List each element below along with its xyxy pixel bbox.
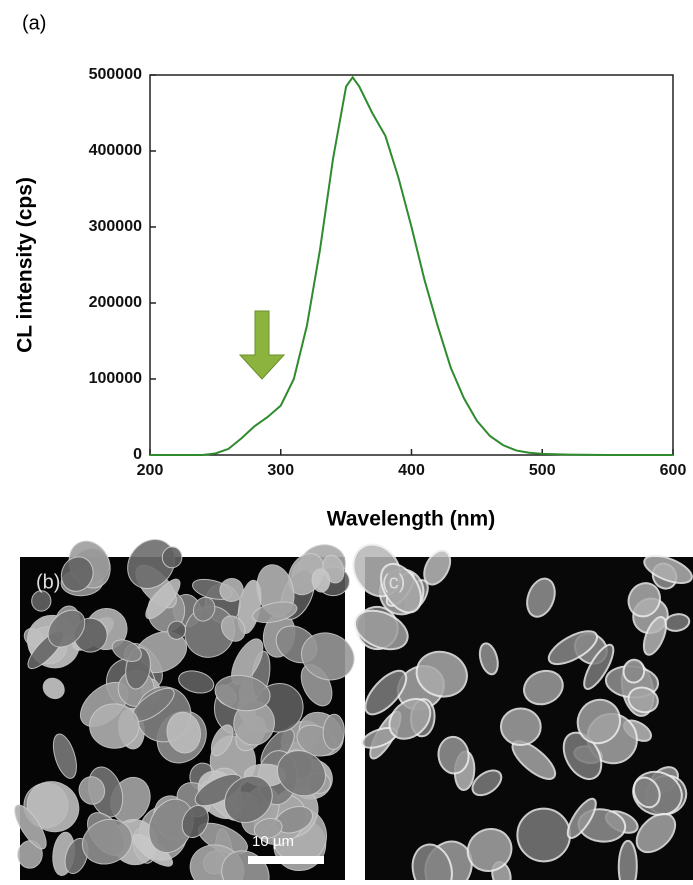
particle [42, 677, 65, 700]
particle [181, 804, 209, 838]
particle [276, 750, 326, 797]
plot-frame [149, 74, 674, 456]
particle [161, 546, 183, 569]
particle [415, 650, 468, 698]
scale-bar-label: 10 µm [252, 833, 294, 850]
particle [166, 711, 201, 754]
particle [253, 817, 283, 839]
particle [437, 735, 470, 775]
panel-label: (a) [22, 12, 46, 34]
scale-bar [248, 856, 324, 864]
particle [643, 554, 693, 584]
particle [526, 577, 556, 618]
particle [516, 807, 572, 863]
y-tick-label: 200000 [89, 294, 142, 311]
particle [353, 609, 409, 651]
particle [219, 577, 244, 602]
particle [31, 590, 52, 612]
particle [379, 562, 422, 614]
particle [583, 643, 615, 690]
particle [111, 639, 142, 662]
particle [224, 775, 273, 824]
particle [471, 769, 503, 797]
particle [60, 556, 94, 592]
particle [627, 686, 659, 714]
particle [635, 812, 677, 854]
micrograph-b [14, 538, 355, 885]
x-tick-label: 600 [660, 462, 687, 479]
particle [214, 674, 271, 712]
particle [466, 828, 513, 872]
particle [192, 596, 216, 622]
y-tick-label: 300000 [89, 218, 142, 235]
particle [562, 731, 603, 781]
particle [14, 804, 47, 850]
panel-label: (c) [382, 571, 405, 593]
x-tick-label: 200 [137, 462, 164, 479]
particle [523, 669, 564, 706]
particle [89, 703, 140, 749]
y-tick-label: 500000 [89, 66, 142, 83]
particle [81, 818, 133, 865]
panel-label: (b) [36, 571, 60, 593]
x-tick-label: 300 [267, 462, 294, 479]
particle [322, 713, 345, 750]
particle [52, 733, 77, 779]
particle [632, 776, 661, 809]
particle [617, 839, 638, 885]
y-axis-label: CL intensity (cps) [14, 177, 37, 353]
y-tick-label: 0 [133, 446, 142, 463]
x-axis-label: Wavelength (nm) [327, 508, 495, 531]
particle [547, 630, 599, 666]
particle [478, 642, 499, 676]
particle [627, 582, 661, 618]
particle [167, 620, 187, 640]
particle [301, 632, 355, 681]
particle [423, 549, 452, 586]
particle [576, 698, 621, 745]
x-tick-label: 500 [529, 462, 556, 479]
particle [221, 615, 246, 642]
particle [145, 578, 181, 620]
particle [47, 609, 86, 648]
particle [311, 568, 331, 593]
particle [127, 538, 176, 589]
particle [210, 724, 234, 757]
y-tick-label: 100000 [89, 370, 142, 387]
particle [178, 670, 215, 694]
particle [388, 698, 432, 740]
x-tick-label: 400 [398, 462, 425, 479]
particle [622, 658, 646, 684]
y-tick-label: 400000 [89, 142, 142, 159]
particle [364, 669, 408, 716]
particle [252, 601, 298, 624]
particle [566, 797, 597, 839]
particle [499, 707, 542, 747]
line [150, 75, 673, 456]
arrow-annotation [238, 310, 286, 380]
particle [642, 616, 667, 656]
micrograph-c [352, 543, 693, 885]
particle [78, 776, 106, 805]
